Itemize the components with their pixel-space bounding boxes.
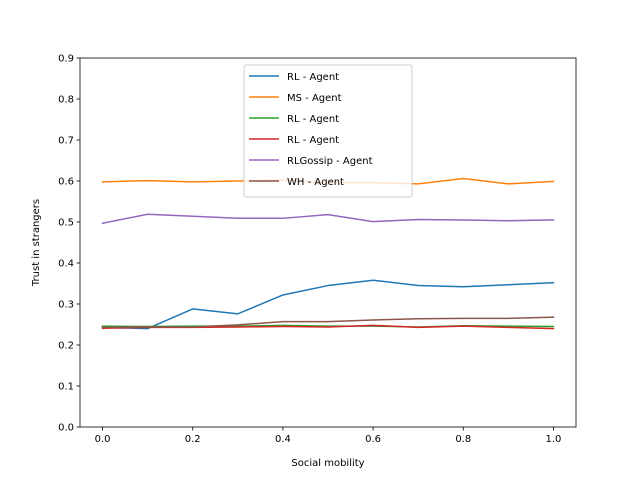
legend-label: MS - Agent — [287, 93, 342, 104]
series-line-4 — [101, 213, 555, 225]
series-line-0 — [101, 279, 555, 330]
x-tick-label: 0.8 — [455, 434, 471, 445]
legend-label: WH - Agent — [287, 177, 344, 188]
legend-entry[interactable]: WH - Agent — [249, 177, 344, 188]
legend-box — [243, 64, 413, 198]
x-tick-label: 0.0 — [95, 434, 111, 445]
x-axis: 0.0 0.2 0.4 0.6 0.8 1.0 — [95, 427, 562, 445]
y-tick-label: 0.6 — [58, 177, 74, 188]
y-axis: 0.0 0.1 0.2 0.3 0.4 0.5 0.6 0.7 0.8 0.9 — [58, 54, 80, 434]
legend-entry[interactable]: RL - Agent — [249, 135, 339, 146]
y-tick-label: 0.7 — [58, 136, 74, 147]
x-axis-label: Social mobility — [291, 458, 364, 469]
legend-label: RL - Agent — [287, 72, 339, 83]
legend-entry[interactable]: RLGossip - Agent — [249, 156, 373, 167]
y-tick-label: 0.8 — [58, 95, 74, 106]
y-axis-label: Trust in strangers — [31, 199, 42, 287]
x-tick-label: 1.0 — [546, 434, 562, 445]
y-tick-label: 0.4 — [58, 259, 74, 270]
legend[interactable]: RL - Agent MS - Agent RL - Agent RL - Agent… — [243, 64, 413, 198]
x-tick-label: 0.4 — [275, 434, 291, 445]
y-tick-label: 0.1 — [58, 382, 74, 393]
legend-label: RL - Agent — [287, 114, 339, 125]
x-tick-label: 0.6 — [365, 434, 381, 445]
y-tick-label: 0.0 — [58, 423, 74, 434]
y-tick-label: 0.9 — [58, 54, 74, 65]
y-tick-label: 0.3 — [58, 300, 74, 311]
legend-entry[interactable]: RL - Agent — [249, 114, 339, 125]
legend-label: RLGossip - Agent — [287, 156, 373, 167]
plot-frame — [79, 57, 577, 428]
x-tick-label: 0.2 — [185, 434, 201, 445]
legend-entry[interactable]: RL - Agent — [249, 72, 339, 83]
series-line-5 — [101, 316, 555, 329]
y-tick-label: 0.5 — [58, 218, 74, 229]
y-tick-label: 0.2 — [58, 341, 74, 352]
legend-label: RL - Agent — [287, 135, 339, 146]
legend-entry[interactable]: MS - Agent — [249, 93, 342, 104]
